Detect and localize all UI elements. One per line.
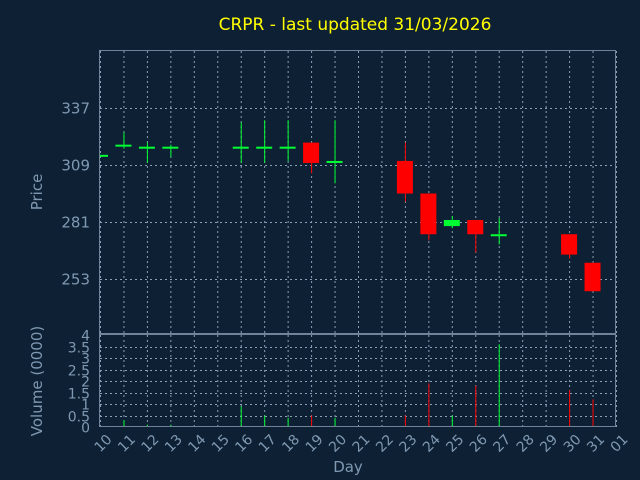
- candles: [100, 120, 601, 292]
- price-grid: [100, 51, 617, 334]
- candle-body: [256, 146, 273, 149]
- volume-tick-label: 3: [81, 352, 90, 368]
- candle-body: [326, 160, 343, 163]
- candle-body: [420, 193, 437, 235]
- volume-plot-frame: [99, 334, 616, 427]
- volume-tick-label: 1.5: [68, 387, 90, 403]
- volume-grid: [100, 335, 617, 427]
- volume-panel: 00.511.522.533.54 Volume (0000): [28, 326, 617, 437]
- x-tick-label: 21: [350, 432, 374, 456]
- x-tick-label: 11: [115, 432, 139, 456]
- volume-y-ticks: 00.511.522.533.54: [68, 329, 90, 437]
- candle-body: [279, 146, 296, 149]
- x-tick-label: 26: [467, 432, 491, 456]
- price-y-ticks: 253 281 309 337: [61, 100, 90, 289]
- candle-body: [303, 142, 320, 163]
- price-tick-label: 309: [61, 157, 90, 175]
- x-tick-label: 24: [420, 432, 444, 456]
- price-tick-label: 281: [61, 214, 90, 232]
- price-axis-label: Price: [28, 174, 46, 211]
- volume-tick-label: 0: [81, 421, 90, 437]
- candle-body: [490, 234, 507, 237]
- candle-body: [232, 146, 249, 149]
- x-tick-label: 15: [209, 432, 233, 456]
- chart-title: CRPR - last updated 31/03/2026: [219, 15, 492, 35]
- candle-body: [443, 219, 460, 227]
- candle-body: [467, 219, 484, 235]
- x-tick-label: 28: [514, 432, 538, 456]
- x-tick-label: 29: [537, 432, 561, 456]
- x-tick-label: 22: [373, 432, 397, 456]
- candle-body: [115, 144, 132, 147]
- volume-bars: [123, 344, 594, 427]
- volume-tick-label: 2.5: [68, 364, 90, 380]
- x-tick-label: 16: [232, 432, 256, 456]
- candle-body: [138, 146, 155, 149]
- x-tick-label: 25: [443, 432, 467, 456]
- volume-tick-label: 3.5: [68, 341, 90, 357]
- candle-body: [100, 154, 108, 157]
- x-tick-label: 12: [139, 432, 163, 456]
- x-axis-label: Day: [333, 458, 363, 476]
- volume-tick-label: 2: [81, 375, 90, 391]
- x-axis-ticks: 10 11 12 13 14 15 16 17 18 19 20 21 22 23 24 25 26 27 28 29…: [92, 432, 632, 456]
- candle-body: [162, 146, 179, 149]
- volume-tick-label: 4: [81, 329, 90, 345]
- x-tick-label: 10: [92, 432, 116, 456]
- candle-body: [396, 160, 413, 194]
- candle-body: [561, 234, 578, 255]
- x-tick-label: 18: [279, 432, 303, 456]
- candle-body: [584, 262, 601, 292]
- x-tick-label: 01: [608, 432, 632, 456]
- volume-tick-label: 1: [81, 398, 90, 414]
- volume-axis-label: Volume (0000): [28, 326, 46, 436]
- x-tick-label: 31: [584, 432, 608, 456]
- x-tick-label: 30: [561, 432, 585, 456]
- price-tick-label: 337: [61, 100, 90, 118]
- price-panel: 253 281 309 337 Price: [28, 50, 617, 334]
- x-tick-label: 20: [326, 432, 350, 456]
- x-tick-label: 13: [162, 432, 186, 456]
- x-tick-label: 17: [256, 432, 280, 456]
- x-tick-label: 19: [303, 432, 327, 456]
- x-tick-label: 14: [185, 432, 209, 456]
- x-tick-label: 23: [397, 432, 421, 456]
- price-tick-label: 253: [61, 271, 90, 289]
- x-tick-label: 27: [490, 432, 514, 456]
- price-plot-frame: [99, 50, 616, 334]
- volume-tick-label: 0.5: [68, 410, 90, 426]
